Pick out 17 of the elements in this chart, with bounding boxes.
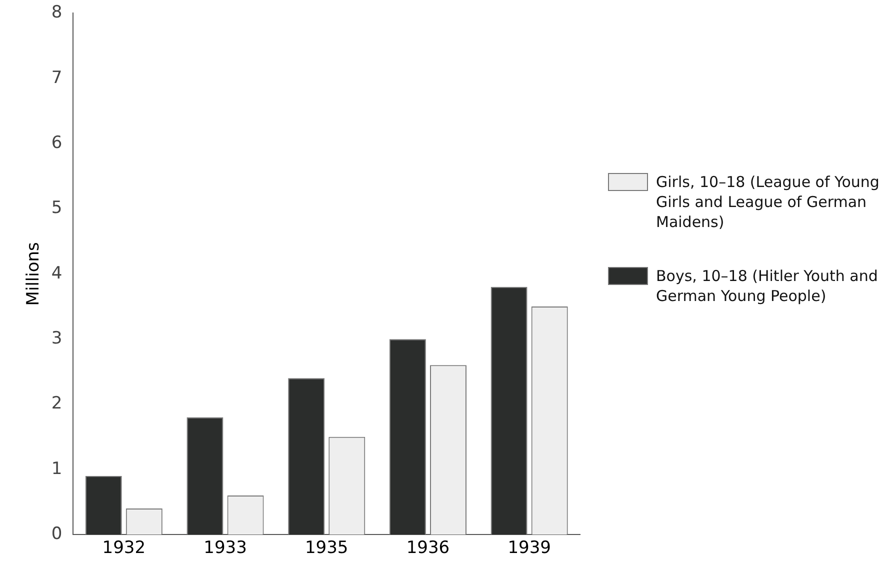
x-tick-label: 1939 (508, 538, 551, 558)
y-tick-label: 8 (51, 2, 62, 23)
legend-label: Boys, 10–18 (Hitler Youth and German Young People) (656, 266, 879, 306)
y-tick-label: 2 (51, 394, 62, 414)
y-tick-label: 6 (51, 132, 62, 153)
y-tick-label: 0 (51, 524, 62, 544)
y-axis-title: Millions (24, 242, 44, 306)
y-tick-label: 4 (51, 263, 62, 284)
y-tick-label: 1 (51, 458, 62, 479)
x-tick-label: 1936 (406, 538, 450, 558)
y-tick-label: 5 (51, 198, 62, 218)
y-tick-label: 7 (51, 68, 62, 88)
x-tick-label: 1933 (204, 538, 247, 558)
x-tick-label: 1932 (102, 538, 146, 558)
legend-label: Girls, 10–18 (League of Young Girls and League of German Maidens) (656, 172, 880, 232)
y-tick-label: 3 (51, 328, 62, 348)
x-tick-label: 1935 (304, 538, 348, 558)
